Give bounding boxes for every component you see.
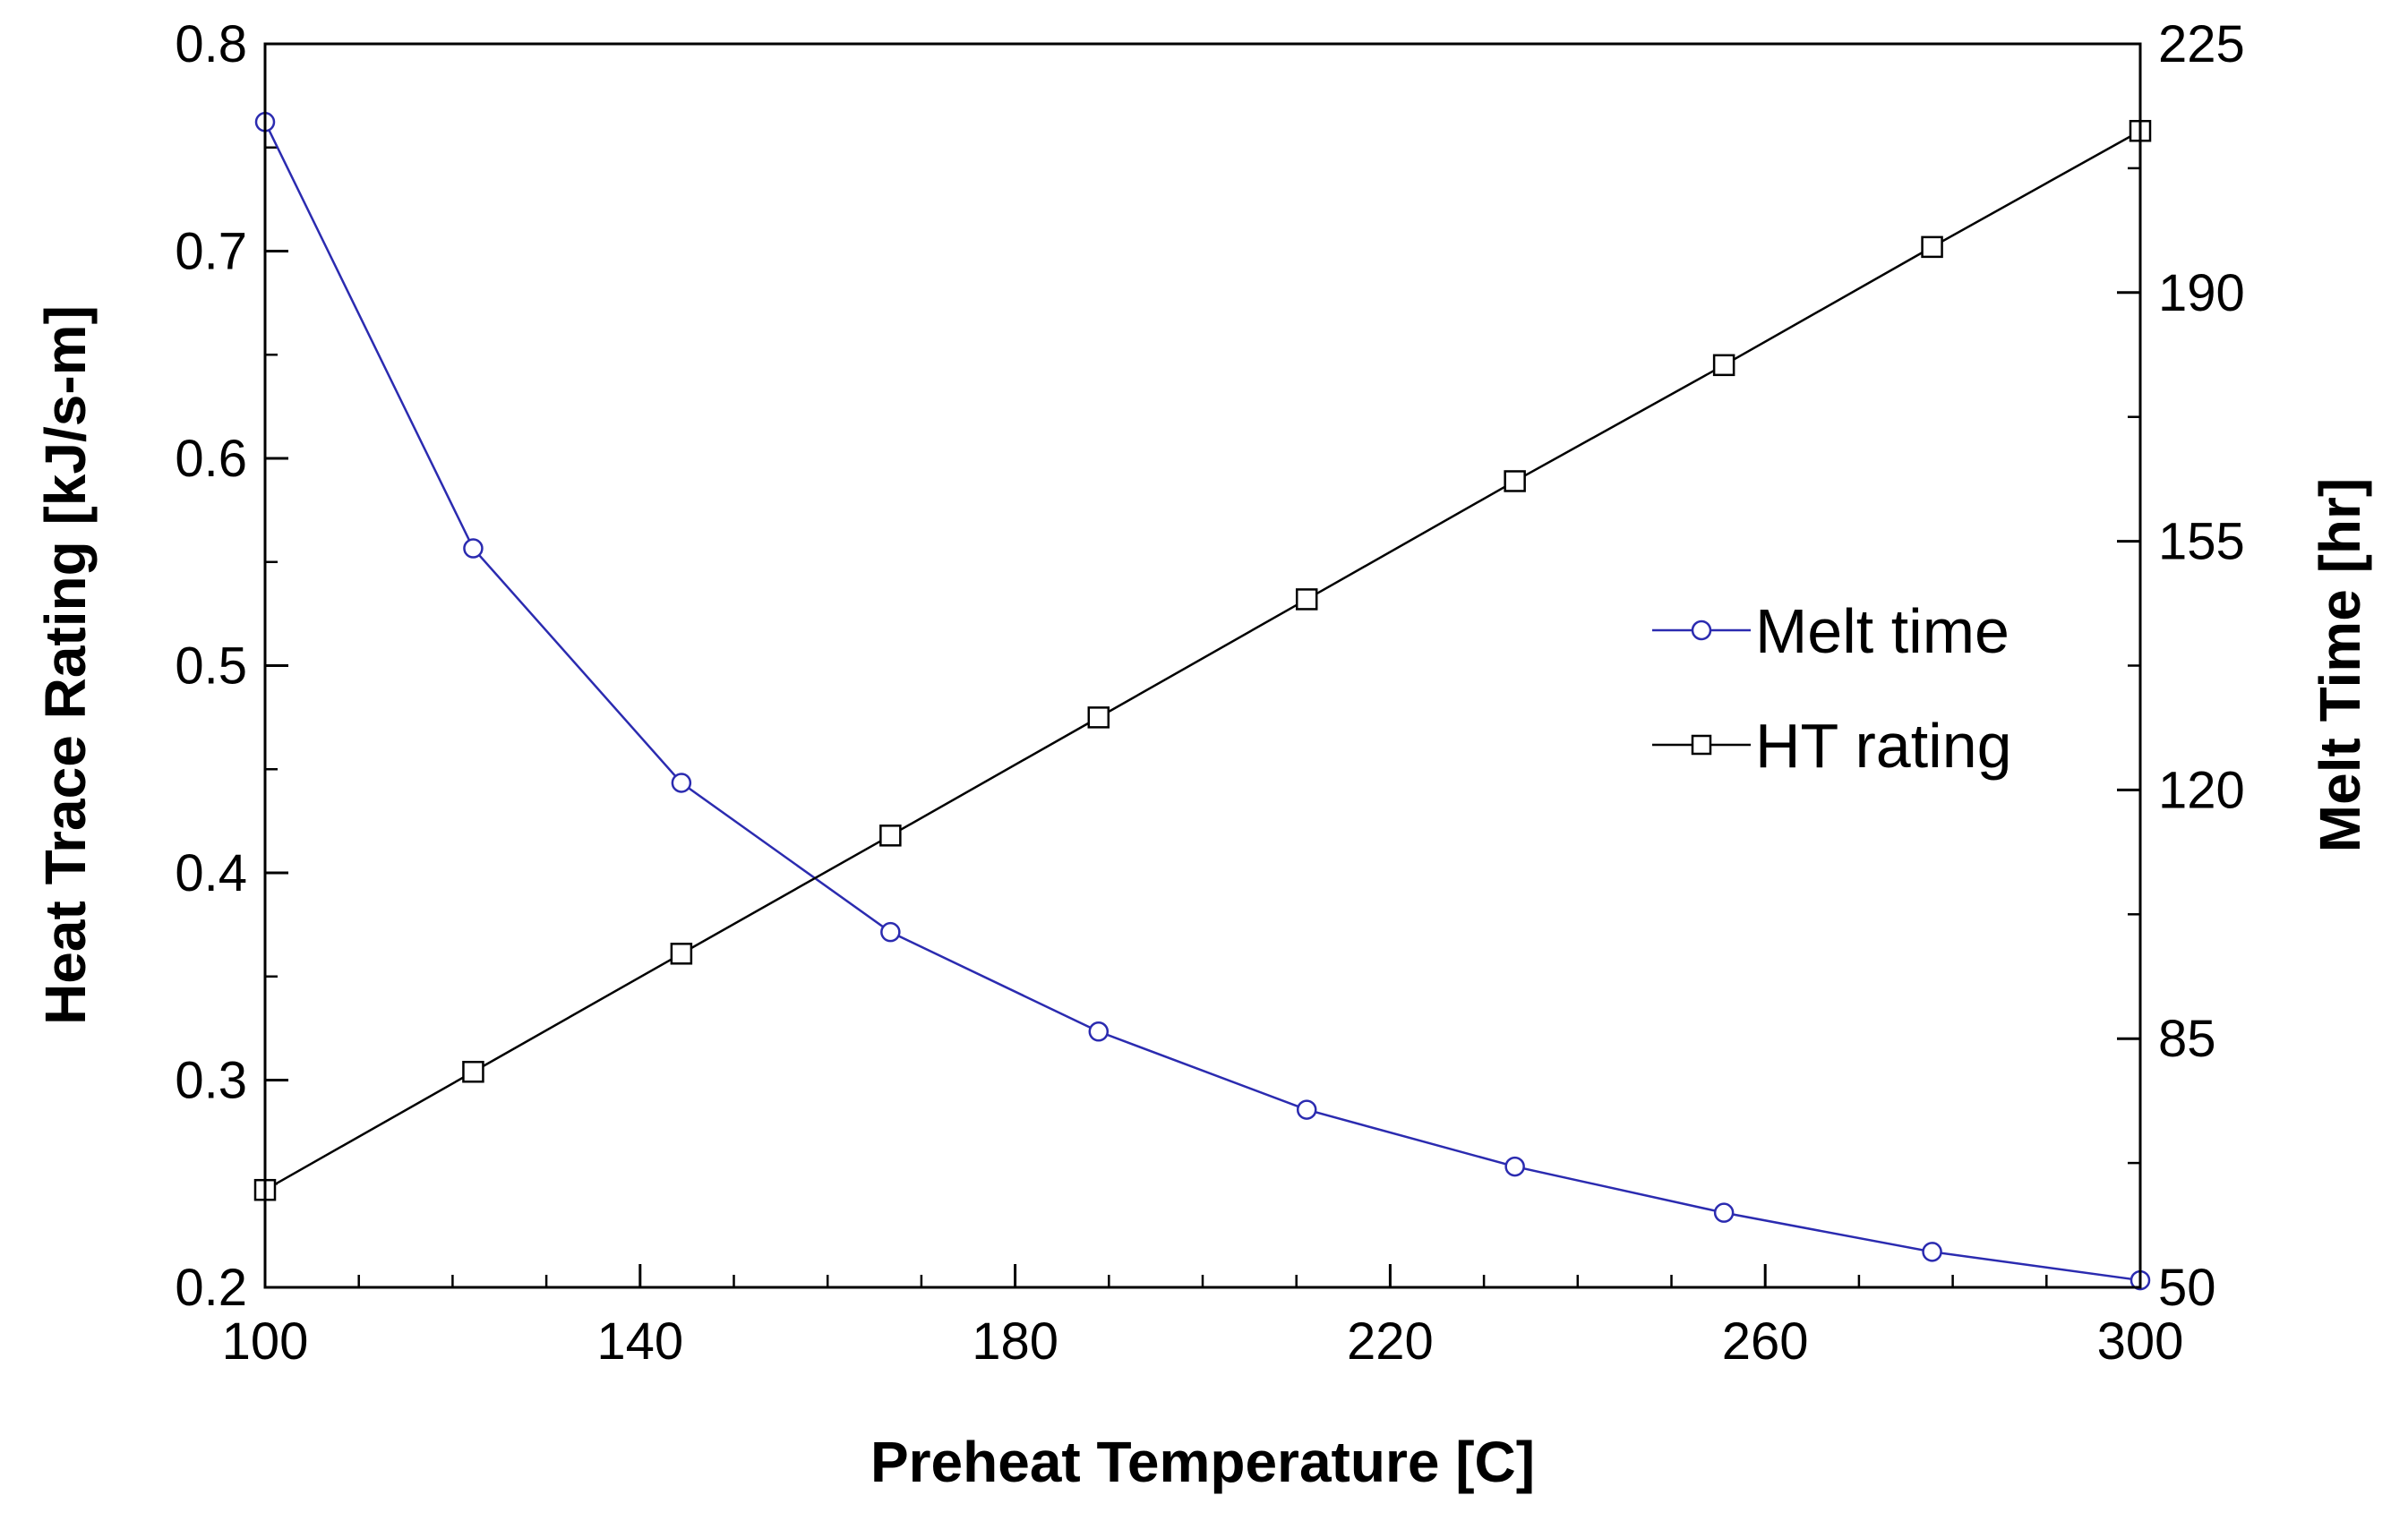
ht-rating-data-point [1295, 588, 1318, 611]
melt-time-data-point [1713, 1202, 1735, 1223]
y-left-tick-label: 0.7 [175, 223, 247, 281]
legend: Melt time HT rating [1652, 596, 2012, 781]
melt-time-series-line [263, 121, 2141, 1282]
y-left-tick-label: 0.2 [175, 1259, 247, 1317]
x-tick-label: 180 [972, 1312, 1058, 1371]
y-left-tick-label: 0.8 [175, 15, 247, 73]
x-tick-label: 220 [1347, 1312, 1434, 1371]
legend-melt-time-marker [1691, 620, 1712, 641]
ht-rating-data-point [670, 943, 693, 965]
x-tick-label: 140 [596, 1312, 683, 1371]
legend-ht-rating-label: HT rating [1755, 711, 2012, 781]
legend-melt-time-label: Melt time [1755, 596, 2010, 666]
y-left-tick-label: 0.4 [175, 844, 247, 902]
melt-time-data-point [1504, 1156, 1525, 1177]
melt-time-data-point [1088, 1021, 1110, 1042]
ht-rating-data-point [1087, 706, 1110, 729]
ticks-layer: 100 140 180 220 260 300 0.2 0.3 0.4 0.5 0.6 0.7 0.8 5… [175, 15, 2244, 1371]
y-left-tick-label: 0.6 [175, 430, 247, 488]
melt-time-data-point [1296, 1099, 1317, 1120]
melt-time-data-point [671, 773, 692, 793]
y-right-tick-label: 225 [2158, 15, 2245, 73]
x-tick-label: 300 [2097, 1312, 2184, 1371]
x-tick-label: 100 [222, 1312, 309, 1371]
ht-rating-data-point [879, 825, 902, 847]
y-right-axis-title: Melt Time [hr] [2308, 478, 2372, 852]
series-layer [253, 112, 2152, 1291]
ht-rating-data-point [1921, 235, 1943, 259]
y-left-tick-label: 0.5 [175, 637, 247, 696]
y-left-tick-label: 0.3 [175, 1052, 247, 1110]
y-left-axis-title: Heat Trace Rating [kJ/s-m] [33, 305, 98, 1025]
y-right-tick-label: 120 [2158, 761, 2245, 819]
plot-frame [263, 42, 2142, 1289]
x-tick-label: 260 [1722, 1312, 1809, 1371]
y-right-tick-label: 85 [2158, 1010, 2216, 1068]
ht-rating-data-point [462, 1060, 484, 1083]
ht-rating-data-point [1712, 354, 1735, 377]
melt-time-data-point [463, 538, 484, 559]
ht-rating-series-line [264, 130, 2141, 1192]
ht-rating-data-point [1504, 470, 1526, 492]
melt-time-data-point [880, 921, 901, 943]
y-right-tick-label: 155 [2158, 513, 2245, 571]
y-right-tick-label: 190 [2158, 264, 2245, 322]
y-right-tick-label: 50 [2158, 1259, 2216, 1317]
melt-time-data-point [1922, 1242, 1942, 1262]
legend-ht-rating-marker [1691, 734, 1712, 756]
x-axis-title: Preheat Temperature [C] [870, 1430, 1535, 1494]
